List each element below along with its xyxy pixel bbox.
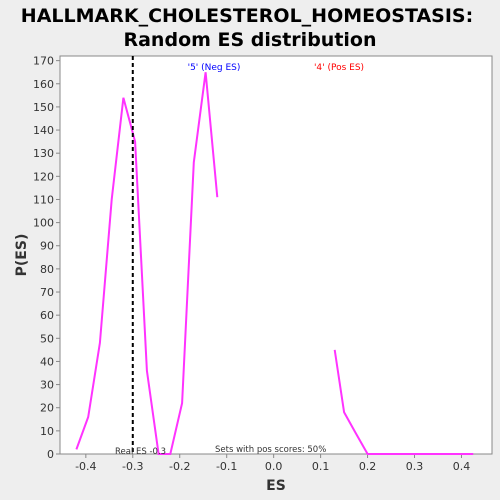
y-tick-label: 60 — [40, 309, 54, 322]
x-axis-ticks: -0.4 -0.3 -0.2 -0.1 0.0 0.1 0.2 0.3 0.4 — [75, 454, 470, 473]
y-tick-label: 40 — [40, 355, 54, 368]
y-tick-label: 170 — [33, 55, 54, 68]
y-axis-ticks: 0 10 20 30 40 50 60 70 80 90 100 110 120 130 140 150 160… — [33, 55, 60, 461]
x-tick-label: -0.1 — [216, 460, 237, 473]
x-tick-label: 0.0 — [265, 460, 283, 473]
y-tick-label: 110 — [33, 193, 54, 206]
y-tick-label: 90 — [40, 240, 54, 253]
legend-pos-label: '4' (Pos ES) — [314, 63, 364, 73]
x-tick-label: 0.4 — [453, 460, 471, 473]
y-tick-label: 140 — [33, 124, 54, 137]
y-tick-label: 80 — [40, 263, 54, 276]
y-tick-label: 0 — [47, 448, 54, 461]
chart-title-line1: HALLMARK_CHOLESTEROL_HOMEOSTASIS: — [21, 5, 473, 27]
x-tick-label: -0.3 — [122, 460, 143, 473]
y-tick-label: 100 — [33, 217, 54, 230]
plot-area — [59, 55, 493, 455]
y-tick-label: 150 — [33, 101, 54, 114]
y-tick-label: 10 — [40, 425, 54, 438]
series-line — [333, 349, 474, 455]
y-tick-label: 30 — [40, 379, 54, 392]
x-axis-title: ES — [266, 478, 286, 494]
x-tick-label: 0.2 — [359, 460, 377, 473]
chart-title-line2: Random ES distribution — [123, 29, 376, 51]
series-layer — [75, 72, 474, 455]
x-tick-label: 0.1 — [312, 460, 330, 473]
y-tick-label: 20 — [40, 402, 54, 415]
y-tick-label: 130 — [33, 147, 54, 160]
y-tick-label: 50 — [40, 332, 54, 345]
y-axis-title: P(ES) — [14, 234, 30, 277]
x-tick-label: -0.4 — [75, 460, 96, 473]
y-tick-label: 120 — [33, 170, 54, 183]
real-es-label: Real ES -0.3 — [115, 447, 166, 457]
legend-neg-label: '5' (Neg ES) — [188, 63, 241, 73]
y-tick-label: 160 — [33, 78, 54, 91]
y-tick-label: 70 — [40, 286, 54, 299]
x-tick-label: -0.2 — [169, 460, 190, 473]
series-line — [75, 72, 219, 455]
x-tick-label: 0.3 — [406, 460, 424, 473]
footnote: Sets with pos scores: 50% — [215, 445, 326, 455]
